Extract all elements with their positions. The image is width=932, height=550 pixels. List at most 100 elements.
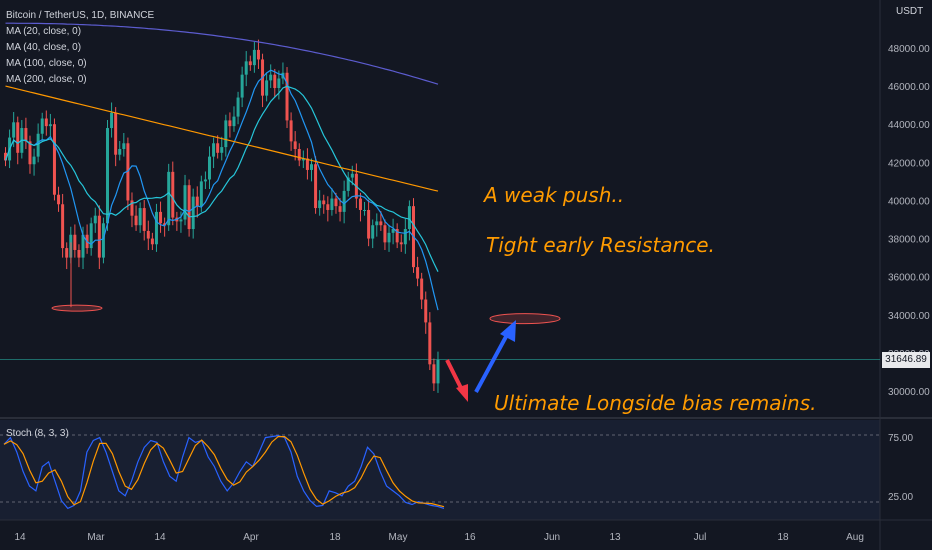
candle-body: [285, 72, 289, 121]
candle-body: [407, 206, 411, 230]
candle-body: [48, 124, 52, 127]
stoch-k-line: [3, 434, 445, 510]
x-tick-label: Mar: [87, 532, 105, 543]
candle-body: [216, 143, 220, 153]
ma20-line: [4, 69, 439, 311]
candle-body: [326, 204, 330, 210]
candle-body: [199, 181, 203, 207]
candle-body: [12, 122, 16, 138]
candle-body: [126, 143, 130, 201]
candle-body: [301, 158, 305, 161]
candle-body: [65, 248, 69, 258]
ma40-label[interactable]: MA (40, close, 0): [6, 42, 82, 53]
candle-body: [256, 49, 260, 60]
candle-body: [16, 122, 20, 153]
candle-body: [208, 156, 211, 180]
candle-body: [391, 229, 395, 233]
x-tick-label: 16: [464, 532, 476, 543]
y-tick-label: 30000.00: [888, 387, 930, 398]
symbol-title[interactable]: Bitcoin / TetherUS, 1D, BINANCE: [6, 10, 155, 21]
candle-body: [81, 234, 85, 258]
candle-body: [224, 120, 228, 148]
up-arrow-shaft: [474, 332, 510, 393]
candle-body: [395, 229, 399, 243]
candle-body: [114, 112, 118, 155]
candle-body: [379, 221, 383, 226]
candle-body: [130, 200, 134, 216]
candle-body: [212, 143, 216, 157]
ma20-label[interactable]: MA (20, close, 0): [6, 26, 82, 37]
x-tick-label: Apr: [243, 532, 259, 543]
candle-body: [277, 78, 281, 89]
candle-body: [330, 198, 334, 210]
candle-body: [399, 242, 403, 245]
x-tick-label: 18: [777, 532, 789, 543]
candle-body: [420, 278, 424, 300]
candle-body: [350, 173, 354, 178]
candle-body: [52, 124, 56, 195]
candle-body: [183, 185, 187, 220]
candle-body: [134, 215, 138, 226]
candle-body: [138, 208, 142, 226]
candle-body: [428, 322, 432, 365]
ma200-label[interactable]: MA (200, close, 0): [6, 74, 87, 85]
candle-body: [310, 164, 313, 170]
candle-body: [387, 232, 391, 243]
candle-body: [436, 359, 440, 384]
candle-body: [432, 364, 436, 384]
x-tick-label: May: [389, 532, 408, 543]
candle-body: [36, 133, 40, 157]
candle-body: [358, 198, 362, 210]
candle-body: [97, 215, 101, 258]
stoch-level-label: 75.00: [888, 433, 913, 444]
candle-body: [61, 204, 65, 249]
candle-body: [338, 206, 342, 212]
candle-body: [28, 141, 32, 165]
y-tick-label: 36000.00: [888, 273, 930, 284]
ma100-line: [5, 85, 439, 192]
candle-body: [146, 230, 150, 239]
candle-body: [118, 148, 122, 155]
stoch-d-line: [3, 436, 445, 508]
candle-body: [318, 200, 322, 209]
candle-body: [44, 118, 48, 127]
candle-body: [248, 61, 252, 66]
candle-body: [244, 61, 248, 75]
candle-body: [252, 49, 256, 66]
candle-body: [314, 164, 318, 209]
x-tick-label: Jun: [544, 532, 560, 543]
ma40-line: [4, 85, 439, 272]
candle-body: [154, 211, 158, 245]
y-tick-label: 48000.00: [888, 44, 930, 55]
candle-body: [346, 177, 350, 191]
candle-body: [269, 74, 273, 81]
candle-body: [416, 267, 420, 279]
candle-body: [93, 215, 97, 224]
candle-body: [367, 209, 371, 239]
candle-body: [424, 299, 428, 323]
chart-legend: Bitcoin / TetherUS, 1D, BINANCE MA (20, …: [6, 8, 154, 88]
candle-body: [191, 196, 195, 230]
y-tick-label: 42000.00: [888, 158, 930, 169]
stoch-label[interactable]: Stoch (8, 3, 3): [6, 428, 69, 439]
y-tick-label: 38000.00: [888, 235, 930, 246]
candle-body: [101, 223, 105, 258]
y-tick-label: 40000.00: [888, 196, 930, 207]
candle-body: [220, 147, 224, 153]
ma100-label[interactable]: MA (100, close, 0): [6, 58, 87, 69]
annotation-resistance: Tight early Resistance.: [486, 233, 715, 257]
ma200-line: [5, 22, 439, 85]
candle-body: [179, 219, 183, 222]
candle-body: [32, 156, 36, 165]
x-tick-label: 18: [329, 532, 341, 543]
candle-body: [293, 141, 297, 149]
candle-body: [73, 234, 77, 250]
currency-label: USDT: [896, 6, 924, 17]
support-ellipse: [51, 304, 103, 312]
candle-body: [273, 74, 277, 89]
candle-body: [228, 120, 232, 127]
candle-body: [40, 118, 44, 134]
candle-body: [334, 198, 338, 207]
